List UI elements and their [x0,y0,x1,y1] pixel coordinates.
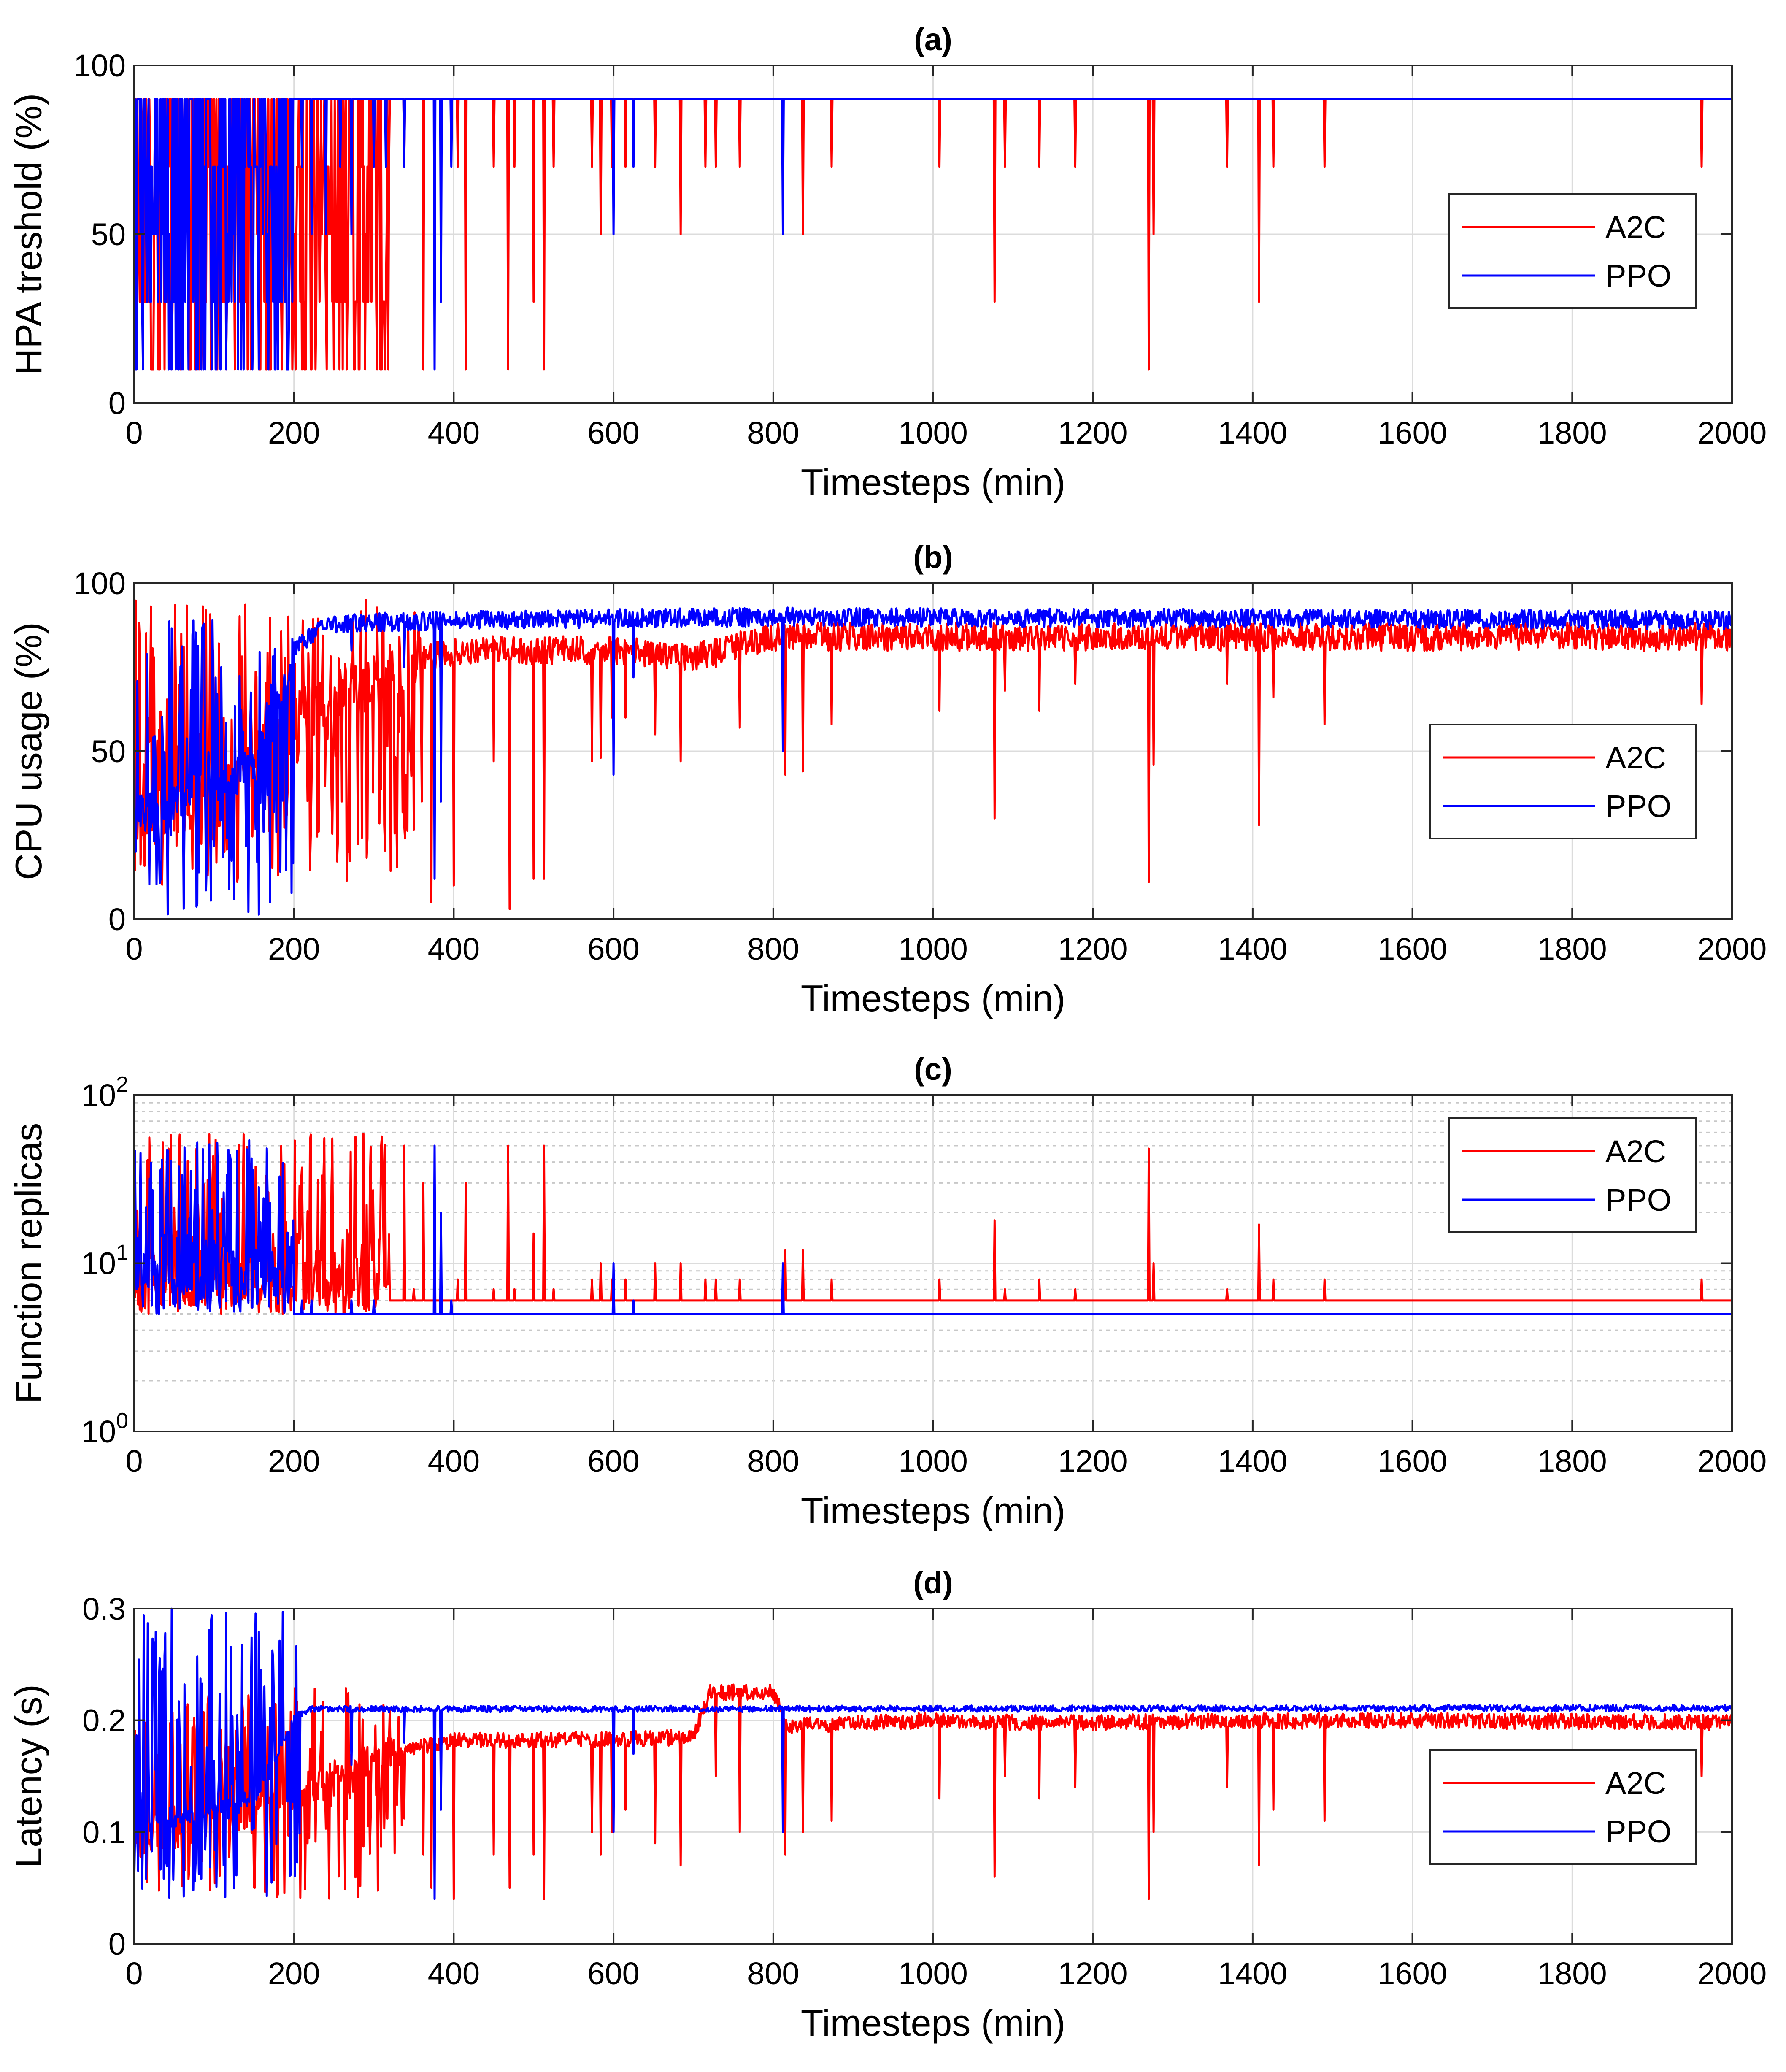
chart-title: (d) [913,1565,953,1600]
chart-panel-b: 0 200 400 600 800 1000 1200 1400 1600 1800 2000 0 50… [8,540,1767,1019]
x-tick-label: 1400 [1218,931,1288,966]
x-tick-label: 2000 [1697,1444,1767,1479]
x-axis-label: Timesteps (min) [801,2002,1065,2044]
series-line-ppo [133,1607,1733,1900]
chart-title: (c) [914,1052,952,1087]
series-line-a2c [133,1683,1733,1900]
chart-title: (a) [914,22,952,57]
legend-label-ppo: PPO [1605,789,1671,824]
x-tick-label: 1600 [1378,415,1447,450]
y-tick-label: 0 [108,902,126,937]
y-axis-label: CPU usage (%) [8,622,49,880]
x-tick-label: 0 [125,931,143,966]
y-tick-label: 0 [108,386,126,421]
x-tick-label: 600 [587,1956,639,1991]
x-tick-label: 800 [747,931,799,966]
x-tick-label: 800 [747,415,799,450]
y-tick-label: 0.2 [82,1703,126,1738]
series-line-ppo [133,1139,1732,1315]
x-tick-label: 0 [125,1444,143,1479]
series-line-a2c [133,599,1733,910]
legend: A2C PPO [1429,724,1697,839]
x-tick-label: 400 [428,931,480,966]
legend: A2C PPO [1429,1749,1697,1865]
series-line-a2c [133,1133,1732,1315]
x-tick-label: 1400 [1218,415,1288,450]
x-tick-label: 1000 [898,1444,968,1479]
x-tick-label: 1200 [1058,1444,1128,1479]
x-tick-label: 400 [428,415,480,450]
x-tick-label: 200 [268,415,320,450]
x-tick-label: 600 [587,931,639,966]
x-tick-label: 600 [587,1444,639,1479]
chart-panel-d: 0 200 400 600 800 1000 1200 1400 1600 1800 2000 0 0.… [8,1565,1767,2044]
y-tick-label: 100 [74,48,126,83]
y-tick-label: 100 [81,1409,128,1449]
x-tick-label: 2000 [1697,1956,1767,1991]
x-tick-label: 200 [268,931,320,966]
x-tick-label: 800 [747,1444,799,1479]
x-tick-label: 1200 [1058,931,1128,966]
x-tick-label: 800 [747,1956,799,1991]
x-tick-label: 0 [125,1956,143,1991]
y-tick-label: 0.3 [82,1591,126,1626]
x-axis-label: Timesteps (min) [801,1490,1065,1531]
x-tick-label: 400 [428,1956,480,1991]
y-tick-label: 101 [81,1241,128,1281]
x-tick-label: 1200 [1058,415,1128,450]
legend-label-a2c: A2C [1605,740,1666,775]
y-tick-label: 0 [108,1926,126,1961]
x-tick-label: 1600 [1378,1444,1447,1479]
legend-box [1429,1749,1697,1865]
legend-label-a2c: A2C [1605,1134,1666,1169]
legend-box [1448,193,1697,309]
chart-title: (b) [913,540,953,575]
x-tick-label: 1800 [1537,415,1607,450]
legend-label-ppo: PPO [1605,1182,1671,1217]
x-tick-label: 1400 [1218,1956,1288,1991]
x-tick-label: 400 [428,1444,480,1479]
legend-box [1429,724,1697,839]
x-tick-label: 200 [268,1956,320,1991]
y-tick-label: 100 [74,566,126,601]
series-line-ppo [133,98,1732,371]
x-axis-label: Timesteps (min) [801,977,1065,1019]
series-line-ppo [133,606,1733,916]
chart-panel-c: 0 200 400 600 800 1000 1200 1400 1600 1800 2000 100… [8,1052,1767,1531]
x-axis-label: Timesteps (min) [801,461,1065,503]
legend-label-a2c: A2C [1605,1766,1666,1801]
x-tick-label: 1800 [1537,1444,1607,1479]
x-tick-label: 1000 [898,931,968,966]
legend-label-ppo: PPO [1605,258,1671,293]
x-tick-label: 1400 [1218,1444,1288,1479]
legend-label-ppo: PPO [1605,1814,1671,1849]
x-tick-label: 600 [587,415,639,450]
x-tick-label: 1000 [898,415,968,450]
x-tick-label: 200 [268,1444,320,1479]
x-tick-label: 1600 [1378,931,1447,966]
y-tick-label: 102 [81,1072,128,1113]
legend: A2C PPO [1448,1117,1697,1233]
x-tick-label: 1600 [1378,1956,1447,1991]
legend-box [1448,1117,1697,1233]
chart-panel-a: 0 200 400 600 800 1000 1200 1400 1600 1800 2000 0 50… [8,22,1767,503]
y-tick-label: 50 [91,217,126,252]
y-tick-label: 0.1 [82,1815,126,1850]
x-tick-label: 1200 [1058,1956,1128,1991]
x-tick-label: 0 [125,415,143,450]
x-tick-label: 2000 [1697,415,1767,450]
x-tick-label: 2000 [1697,931,1767,966]
legend-label-a2c: A2C [1605,210,1666,245]
y-axis-label: Latency (s) [8,1684,49,1868]
y-axis-label: HPA treshold (%) [8,93,49,375]
y-tick-label: 50 [91,734,126,769]
y-axis-label: Function replicas [8,1123,49,1404]
x-tick-label: 1800 [1537,1956,1607,1991]
x-tick-label: 1000 [898,1956,968,1991]
x-tick-label: 1800 [1537,931,1607,966]
legend: A2C PPO [1448,193,1697,309]
